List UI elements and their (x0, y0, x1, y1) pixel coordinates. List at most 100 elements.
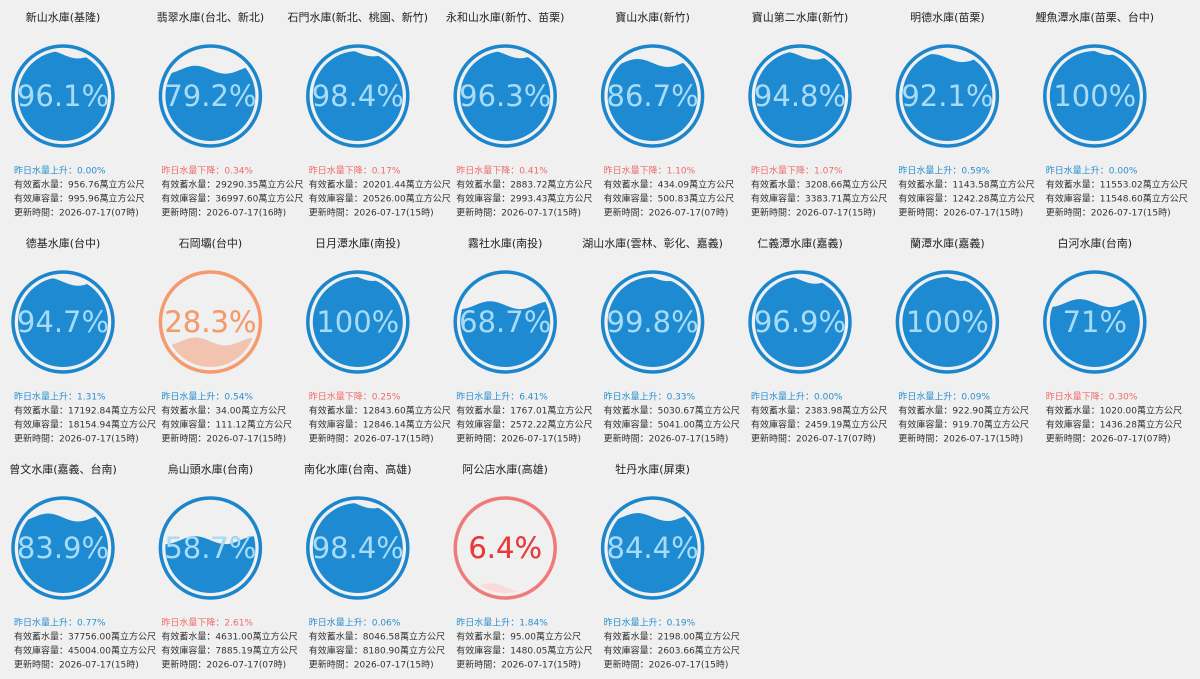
reservoir-name: 霧社水庫(南投) (468, 236, 543, 250)
percent-label-inner: 100% (316, 305, 399, 339)
gauge-ring (11, 270, 115, 374)
percent-label-inner: 94.8% (754, 79, 846, 113)
water-fill (165, 65, 256, 141)
updated-text: 更新時間：2026-07-17(15時) (14, 433, 139, 445)
updated-text: 更新時間：2026-07-17(15時) (898, 433, 1023, 445)
updated-text: 更新時間：2026-07-17(15時) (456, 433, 581, 445)
water: 71% (1049, 299, 1140, 367)
stored-text: 有效蓄水量：1020.00萬立方公尺 (1046, 405, 1182, 417)
gauge-ring (1043, 44, 1147, 148)
capacity-text: 有效庫容量：500.83萬立方公尺 (604, 193, 735, 205)
water-fill (312, 503, 403, 593)
reservoir-name: 石岡壩(台中) (179, 236, 243, 250)
stored-text: 有效蓄水量：434.09萬立方公尺 (604, 179, 735, 191)
capacity-text: 有效庫容量：2993.43萬立方公尺 (456, 193, 592, 205)
change-text: 昨日水量上升：0.09% (898, 391, 990, 403)
change-text: 昨日水量下降：0.30% (1046, 391, 1138, 403)
percent-label-inner: 98.4% (312, 79, 404, 113)
reservoir-name: 湖山水庫(雲林、彰化、嘉義) (582, 236, 723, 250)
change-text: 昨日水量下降：2.61% (161, 617, 253, 629)
water: 96.3% (460, 51, 551, 141)
water: 79.2% (165, 65, 256, 141)
gauge-ring (600, 44, 705, 148)
water-fill (607, 513, 698, 593)
gauge-ring (453, 270, 557, 374)
updated-text: 更新時間：2026-07-17(15時) (604, 433, 729, 445)
updated-text: 更新時間：2026-07-17(15時) (1046, 207, 1171, 219)
gauge-ring (306, 496, 410, 600)
reservoir-name: 日月潭水庫(南投) (315, 236, 401, 250)
water: 96.1% (17, 51, 109, 141)
capacity-text: 有效庫容量：111.12萬立方公尺 (161, 419, 292, 431)
updated-text: 更新時間：2026-07-17(15時) (309, 433, 434, 445)
gauge-ring (453, 496, 557, 600)
updated-text: 更新時間：2026-07-17(15時) (604, 659, 729, 671)
gauge-ring (158, 44, 263, 148)
stored-text: 有效蓄水量：2198.00萬立方公尺 (604, 631, 740, 643)
percent-label-inner: 96.1% (17, 79, 109, 113)
reservoir-name: 明德水庫(苗栗) (910, 10, 985, 24)
stored-text: 有效蓄水量：1143.58萬立方公尺 (898, 179, 1034, 191)
updated-text: 更新時間：2026-07-17(07時) (161, 659, 286, 671)
capacity-text: 有效庫容量：2603.66萬立方公尺 (604, 645, 740, 657)
reservoir-name: 白河水庫(台南) (1058, 236, 1133, 250)
reservoir-card: 曾文水庫(嘉義、台南)83.9%83.9%昨日水量上升：0.77%有效蓄水量：3… (9, 462, 156, 671)
capacity-text: 有效庫容量：5041.00萬立方公尺 (604, 419, 740, 431)
gauge-ring (895, 44, 1000, 148)
water: 58.7% (164, 531, 256, 593)
reservoir-card: 石岡壩(台中)28.3%28.3%昨日水量上升：0.54%有效蓄水量：34.00… (158, 236, 292, 445)
capacity-text: 有效庫容量：20526.00萬立方公尺 (309, 193, 451, 205)
water-fill (1049, 299, 1140, 367)
gauge-ring (158, 270, 263, 374)
stored-text: 有效蓄水量：3208.66萬立方公尺 (751, 179, 887, 191)
change-text: 昨日水量上升：0.00% (751, 391, 843, 403)
updated-text: 更新時間：2026-07-17(16時) (161, 207, 286, 219)
stored-text: 有效蓄水量：5030.67萬立方公尺 (604, 405, 740, 417)
gauge-ring (600, 270, 705, 374)
change-text: 昨日水量上升：6.41% (456, 391, 548, 403)
updated-text: 更新時間：2026-07-17(15時) (456, 659, 581, 671)
water-fill (755, 51, 845, 141)
updated-text: 更新時間：2026-07-17(07時) (604, 207, 729, 219)
reservoir-card: 寶山水庫(新竹)86.7%86.7%昨日水量下降：1.10%有效蓄水量：434.… (600, 10, 735, 219)
reservoir-name: 鯉魚潭水庫(苗栗、台中) (1036, 10, 1155, 24)
change-text: 昨日水量上升：0.06% (309, 617, 401, 629)
reservoir-card: 烏山頭水庫(台南)58.7%58.7%昨日水量下降：2.61%有效蓄水量：463… (158, 462, 298, 671)
updated-text: 更新時間：2026-07-17(15時) (751, 207, 876, 219)
percent-label-inner: 6.4% (468, 531, 542, 565)
percent-label-inner: 58.7% (164, 531, 256, 565)
gauge-ring (158, 496, 263, 600)
stored-text: 有效蓄水量：17192.84萬立方公尺 (14, 405, 156, 417)
water: 100% (312, 277, 403, 367)
water-fill (902, 54, 993, 141)
change-text: 昨日水量上升：0.77% (14, 617, 106, 629)
percent-label: 28.3% (164, 305, 256, 339)
reservoir-name: 南化水庫(台南、高雄) (304, 462, 412, 476)
reservoir-name: 新山水庫(基隆) (26, 10, 101, 24)
reservoir-name: 永和山水庫(新竹、苗栗) (446, 10, 565, 24)
water-fill (755, 277, 845, 367)
gauge-ring (1043, 270, 1147, 374)
water: 94.8% (754, 51, 846, 141)
stored-text: 有效蓄水量：29290.35萬立方公尺 (161, 179, 303, 191)
reservoir-name: 蘭潭水庫(嘉義) (910, 236, 985, 250)
change-text: 昨日水量上升：0.59% (898, 165, 990, 177)
change-text: 昨日水量上升：1.84% (456, 617, 548, 629)
percent-label-inner: 96.9% (754, 305, 846, 339)
reservoir-card: 阿公店水庫(高雄)6.4%6.4%昨日水量上升：1.84%有效蓄水量：95.00… (453, 462, 592, 671)
percent-label-inner: 86.7% (607, 79, 699, 113)
reservoir-card: 蘭潭水庫(嘉義)100%100%昨日水量上升：0.09%有效蓄水量：922.90… (895, 236, 1029, 445)
updated-text: 更新時間：2026-07-17(15時) (309, 659, 434, 671)
water-fill (165, 337, 256, 367)
percent-label-inner: 100% (1053, 79, 1136, 113)
capacity-text: 有效庫容量：7885.19萬立方公尺 (161, 645, 297, 657)
gauge-ring (748, 270, 852, 374)
updated-text: 更新時間：2026-07-17(15時) (309, 207, 434, 219)
stored-text: 有效蓄水量：1767.01萬立方公尺 (456, 405, 592, 417)
reservoir-card: 鯉魚潭水庫(苗栗、台中)100%100%昨日水量上升：0.00%有效蓄水量：11… (1036, 10, 1188, 219)
capacity-text: 有效庫容量：995.96萬立方公尺 (14, 193, 145, 205)
change-text: 昨日水量上升：1.31% (14, 391, 106, 403)
stored-text: 有效蓄水量：4631.00萬立方公尺 (161, 631, 297, 643)
gauge-ring (748, 44, 852, 148)
